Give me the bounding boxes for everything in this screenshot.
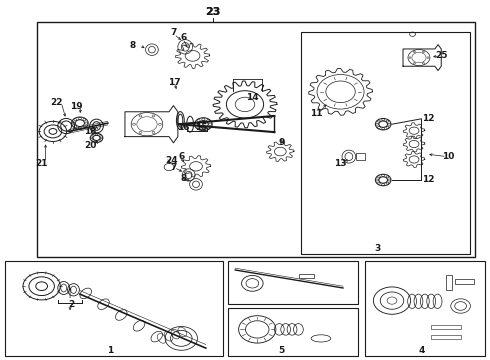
Text: 7: 7 (171, 28, 177, 37)
Text: 8: 8 (181, 174, 187, 183)
Text: 15: 15 (195, 123, 207, 132)
Text: 1: 1 (107, 346, 113, 355)
Text: 17: 17 (168, 78, 180, 87)
Bar (446, 275, 452, 290)
Text: 11: 11 (310, 109, 322, 118)
Bar (228, 261, 358, 304)
Text: 4: 4 (418, 346, 425, 355)
Text: 3: 3 (374, 244, 380, 253)
Bar (455, 279, 474, 284)
Bar (228, 308, 358, 356)
Text: 23: 23 (205, 6, 221, 17)
Bar (365, 261, 485, 356)
Text: 12: 12 (422, 175, 435, 184)
Text: 7: 7 (171, 163, 177, 172)
Bar (5, 261, 223, 356)
Text: 9: 9 (278, 138, 285, 147)
Text: 20: 20 (84, 141, 97, 150)
Text: 25: 25 (435, 51, 447, 60)
Text: 6: 6 (178, 152, 184, 161)
Bar (37, 22, 475, 257)
Text: 2: 2 (68, 300, 74, 309)
Bar (356, 153, 365, 160)
Text: 5: 5 (279, 346, 285, 355)
Text: 16: 16 (177, 123, 190, 132)
Text: 6: 6 (181, 33, 187, 42)
Text: 13: 13 (334, 159, 347, 168)
Bar (431, 335, 461, 339)
Text: 14: 14 (246, 93, 259, 102)
Text: 12: 12 (422, 114, 435, 123)
Text: 24: 24 (165, 156, 178, 165)
Text: 8: 8 (129, 40, 135, 49)
Text: 10: 10 (442, 152, 455, 161)
Text: 23: 23 (205, 6, 221, 17)
Bar (431, 325, 461, 329)
Text: 22: 22 (50, 98, 63, 107)
Bar (299, 274, 314, 278)
Bar (301, 32, 470, 254)
Text: 18: 18 (84, 127, 97, 136)
Text: 21: 21 (35, 159, 48, 168)
Text: 19: 19 (70, 102, 82, 111)
